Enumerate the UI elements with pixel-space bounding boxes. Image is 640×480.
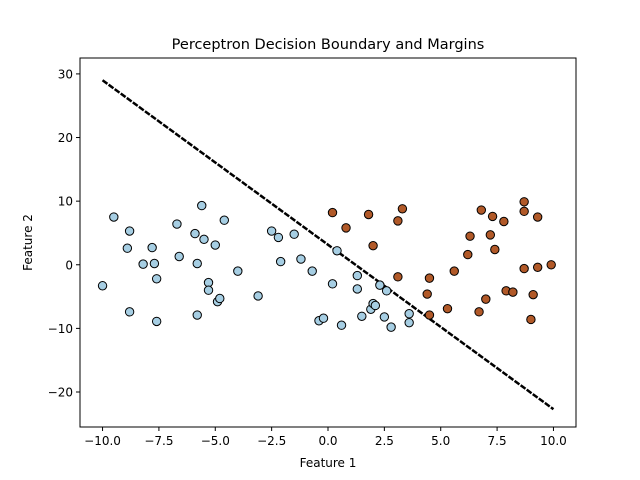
class-1-point [393, 216, 403, 226]
x-tick-label: −5.0 [201, 434, 230, 448]
y-tick-label: 10 [58, 195, 73, 209]
class-1-point [526, 314, 536, 325]
class-1-point [449, 266, 459, 276]
class-0-point [149, 258, 160, 269]
class-1-point [485, 230, 496, 240]
class-0-point [124, 226, 135, 236]
class-0-point [192, 258, 202, 269]
class-1-point [397, 204, 408, 214]
class-0-point [379, 312, 390, 322]
class-1-point [341, 223, 351, 233]
class-0-point [151, 316, 162, 327]
class-0-point [352, 270, 363, 281]
class-0-point [296, 254, 306, 264]
class-1-point [424, 273, 435, 283]
class-0-point [404, 309, 414, 319]
x-tick-label: 0.0 [318, 434, 337, 448]
class-0-point [219, 215, 229, 225]
class-0-point [210, 240, 220, 250]
x-tick-label: −7.5 [144, 434, 173, 448]
class-0-point [327, 279, 338, 289]
class-0-point [203, 285, 214, 295]
class-0-point [404, 317, 414, 328]
class-0-point [151, 274, 162, 284]
class-0-point [289, 229, 299, 239]
y-tick-label: −10 [48, 322, 73, 336]
class-0-point [386, 322, 396, 332]
class-0-point [357, 311, 367, 321]
class-0-point [370, 300, 381, 311]
x-tick-label: 10.0 [540, 434, 567, 448]
class-1-point [476, 205, 487, 215]
class-0-point [199, 234, 209, 245]
class-0-point [275, 256, 286, 267]
class-1-point [422, 289, 432, 299]
class-1-point [487, 211, 498, 222]
class-0-point [233, 266, 243, 276]
y-tick-label: 20 [58, 131, 73, 145]
class-0-point [172, 219, 182, 229]
x-tick-label: −2.5 [257, 434, 286, 448]
class-1-point [532, 212, 543, 222]
class-1-point [508, 287, 518, 297]
class-1-point [519, 206, 529, 217]
class-0-point [381, 286, 392, 296]
x-tick-label: 2.5 [375, 434, 394, 448]
class-1-point [474, 307, 484, 317]
class-0-point [138, 259, 148, 269]
y-tick-label: −20 [48, 386, 73, 400]
class-1-point [442, 303, 453, 314]
class-0-point [97, 281, 108, 291]
y-axis: −20 −10 0 10 20 30 [48, 67, 80, 400]
class-1-point [327, 207, 338, 218]
class-1-point [528, 289, 538, 300]
class-0-point [332, 246, 342, 256]
class-0-point [253, 291, 263, 301]
class-0-point [174, 251, 184, 262]
class-0-point [273, 232, 284, 243]
class-1-point [393, 272, 403, 282]
y-tick-label: 0 [65, 258, 73, 272]
class-0-point [318, 313, 329, 323]
class-1-point [499, 216, 509, 227]
class-0-point [122, 243, 133, 253]
class-0-point [215, 293, 225, 304]
chart-title: Perceptron Decision Boundary and Margins [172, 37, 485, 53]
x-axis: −10.0 −7.5 −5.0 −2.5 0.0 2.5 5.0 7.5 10.0 [84, 427, 567, 448]
class-0-point [197, 200, 207, 211]
class-0-point [124, 307, 135, 317]
class-1-point [368, 240, 378, 251]
class-0-point [190, 228, 200, 239]
class-1-point [490, 244, 500, 255]
class-0-point [147, 242, 157, 253]
class-1-point [519, 263, 529, 274]
class-0-point [375, 280, 385, 290]
x-tick-label: −10.0 [84, 434, 121, 448]
class-0-point [307, 266, 317, 276]
class-0-points [97, 200, 414, 332]
class-0-point [192, 310, 202, 320]
decision-boundary-line [101, 79, 555, 411]
class-1-point [463, 249, 473, 260]
class-0-point [336, 320, 347, 330]
y-axis-title: Feature 2 [21, 214, 35, 271]
class-1-points [327, 197, 556, 325]
class-1-point [519, 197, 529, 207]
class-0-point [266, 226, 277, 236]
x-axis-title: Feature 1 [300, 456, 357, 470]
class-1-point [465, 231, 475, 241]
class-0-point [109, 212, 119, 222]
y-tick-label: 30 [58, 67, 73, 81]
x-tick-label: 5.0 [431, 434, 450, 448]
class-1-point [424, 310, 435, 320]
class-1-point [532, 262, 543, 273]
plot-area [97, 79, 556, 411]
class-1-point [363, 209, 374, 220]
class-0-point [352, 284, 363, 294]
x-tick-label: 7.5 [488, 434, 507, 448]
class-1-point [481, 294, 491, 304]
class-1-point [546, 260, 556, 270]
